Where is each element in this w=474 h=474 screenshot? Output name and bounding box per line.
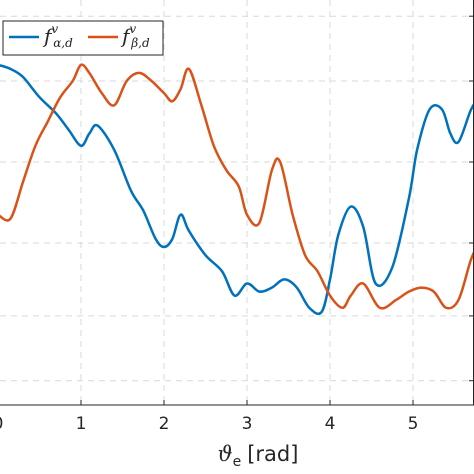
svg-text:ϑe[rad]: ϑe [rad] — [218, 442, 299, 470]
x-tick-label-5: 5 — [408, 414, 419, 434]
x-tick-label-1: 1 — [76, 414, 87, 434]
series-line-1 — [0, 63, 474, 310]
x-axis-unit: [rad] — [247, 442, 298, 466]
grid — [0, 0, 474, 405]
x-tick-label-3: 3 — [242, 414, 253, 434]
x-axis-subscript: e — [233, 454, 242, 470]
series-layer — [0, 63, 474, 316]
x-tick-label-0: 0 — [0, 414, 3, 434]
x-axis-symbol: ϑ — [218, 442, 233, 466]
x-tick-label-2: 2 — [159, 414, 170, 434]
x-axis-label: ϑe [rad] — [218, 442, 299, 470]
x-ticks: 0 1 2 3 4 5 — [0, 400, 418, 434]
x-tick-label-4: 4 — [325, 414, 336, 434]
series-line-0 — [0, 64, 474, 316]
legend: fv α,d fv β,d — [2, 20, 164, 56]
